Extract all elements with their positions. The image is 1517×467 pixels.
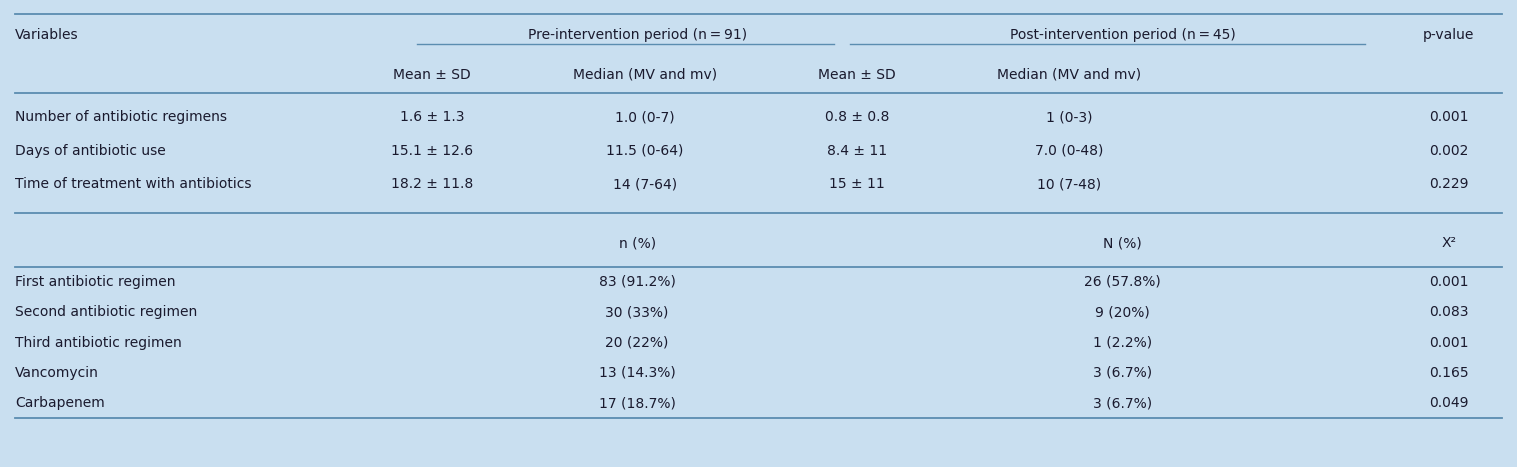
Text: 0.229: 0.229 [1429, 177, 1468, 191]
Text: First antibiotic regimen: First antibiotic regimen [15, 275, 176, 289]
Text: Third antibiotic regimen: Third antibiotic regimen [15, 336, 182, 349]
Text: 0.8 ± 0.8: 0.8 ± 0.8 [825, 110, 889, 124]
Text: 0.083: 0.083 [1429, 305, 1468, 319]
Text: Second antibiotic regimen: Second antibiotic regimen [15, 305, 197, 319]
Text: Carbapenem: Carbapenem [15, 396, 105, 410]
Text: Post-intervention period (n = 45): Post-intervention period (n = 45) [1010, 28, 1235, 42]
Text: Days of antibiotic use: Days of antibiotic use [15, 144, 165, 158]
Text: 30 (33%): 30 (33%) [605, 305, 669, 319]
Text: 18.2 ± 11.8: 18.2 ± 11.8 [391, 177, 473, 191]
Text: 26 (57.8%): 26 (57.8%) [1085, 275, 1161, 289]
Text: 1.0 (0-7): 1.0 (0-7) [614, 110, 675, 124]
Text: 0.001: 0.001 [1429, 336, 1468, 349]
Text: 3 (6.7%): 3 (6.7%) [1094, 366, 1151, 380]
Text: X²: X² [1441, 236, 1456, 250]
Text: 1.6 ± 1.3: 1.6 ± 1.3 [400, 110, 464, 124]
Text: n (%): n (%) [619, 236, 655, 250]
Text: 1 (0-3): 1 (0-3) [1047, 110, 1092, 124]
Text: 15.1 ± 12.6: 15.1 ± 12.6 [391, 144, 473, 158]
Text: Median (MV and mv): Median (MV and mv) [572, 68, 718, 82]
Text: Median (MV and mv): Median (MV and mv) [997, 68, 1142, 82]
Text: 10 (7-48): 10 (7-48) [1038, 177, 1101, 191]
Text: 0.049: 0.049 [1429, 396, 1468, 410]
Text: 20 (22%): 20 (22%) [605, 336, 669, 349]
Text: Variables: Variables [15, 28, 79, 42]
Text: 0.165: 0.165 [1429, 366, 1468, 380]
Text: Mean ± SD: Mean ± SD [818, 68, 897, 82]
Text: 83 (91.2%): 83 (91.2%) [599, 275, 675, 289]
Text: 0.001: 0.001 [1429, 110, 1468, 124]
Text: 1 (2.2%): 1 (2.2%) [1094, 336, 1151, 349]
Text: 17 (18.7%): 17 (18.7%) [599, 396, 675, 410]
Text: 3 (6.7%): 3 (6.7%) [1094, 396, 1151, 410]
Text: 8.4 ± 11: 8.4 ± 11 [827, 144, 887, 158]
Text: 7.0 (0-48): 7.0 (0-48) [1035, 144, 1104, 158]
Text: 14 (7-64): 14 (7-64) [613, 177, 677, 191]
Text: p-value: p-value [1423, 28, 1475, 42]
Text: 9 (20%): 9 (20%) [1095, 305, 1150, 319]
Text: 11.5 (0-64): 11.5 (0-64) [605, 144, 684, 158]
Text: Time of treatment with antibiotics: Time of treatment with antibiotics [15, 177, 252, 191]
Text: 15 ± 11: 15 ± 11 [830, 177, 884, 191]
Text: 13 (14.3%): 13 (14.3%) [599, 366, 675, 380]
Text: Number of antibiotic regimens: Number of antibiotic regimens [15, 110, 228, 124]
Text: 0.001: 0.001 [1429, 275, 1468, 289]
Text: 0.002: 0.002 [1429, 144, 1468, 158]
Text: N (%): N (%) [1103, 236, 1142, 250]
Text: Mean ± SD: Mean ± SD [393, 68, 472, 82]
Text: Pre-intervention period (n = 91): Pre-intervention period (n = 91) [528, 28, 746, 42]
Text: Vancomycin: Vancomycin [15, 366, 99, 380]
